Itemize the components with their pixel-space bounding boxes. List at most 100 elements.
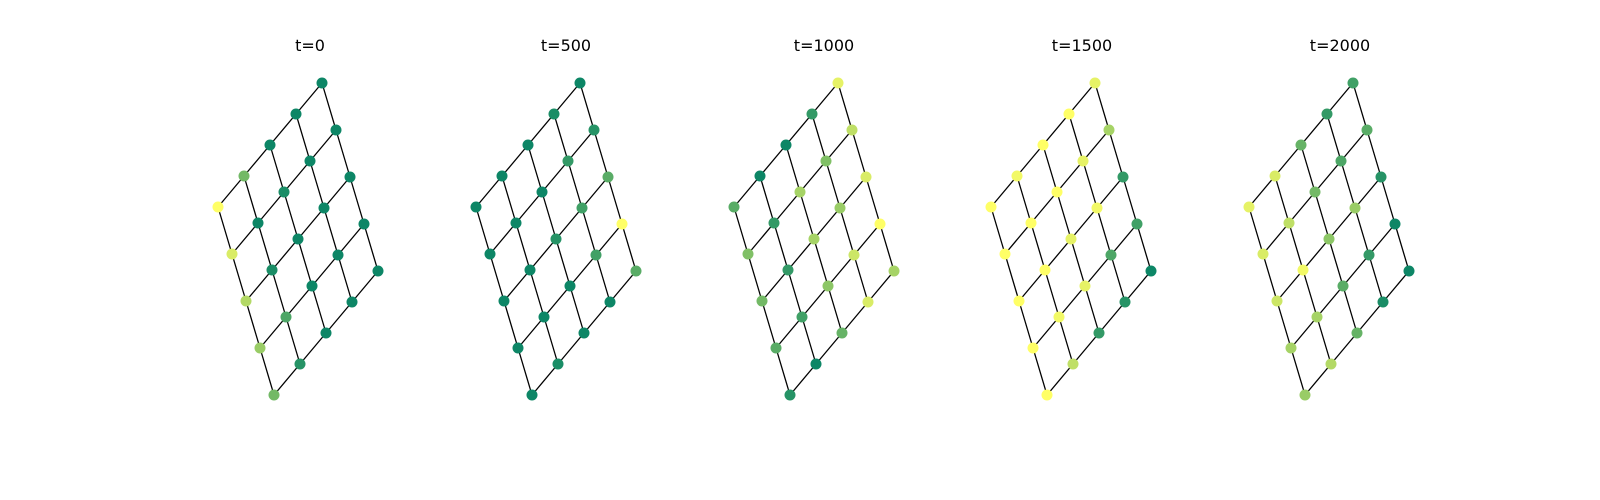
graph-node — [794, 186, 806, 198]
grid-edge — [593, 129, 609, 178]
graph-node — [1377, 296, 1389, 308]
grid-edge — [1354, 176, 1382, 209]
grid-edge — [269, 113, 297, 146]
grid-edge — [1004, 222, 1032, 255]
graph-node — [1299, 389, 1311, 401]
grid-edge — [489, 253, 505, 302]
grid-edge — [295, 113, 311, 162]
graph-node — [1349, 202, 1361, 214]
graph-node — [358, 218, 370, 230]
graph-node — [552, 358, 564, 370]
grid-edge — [351, 270, 379, 303]
grid-edge — [839, 176, 867, 209]
panel-title: t=0 — [295, 36, 325, 55]
grid-edge — [1314, 160, 1342, 193]
grid-edge — [1032, 316, 1060, 349]
graph-node — [1337, 280, 1349, 292]
graph-node — [780, 139, 792, 151]
grid-edge — [217, 206, 233, 255]
panel-title: t=2000 — [1310, 36, 1370, 55]
grid-edge — [1262, 222, 1290, 255]
grid-edge — [1356, 301, 1384, 334]
graph-node — [756, 295, 768, 307]
graph-node — [588, 124, 600, 136]
graph-node — [834, 202, 846, 214]
grid-edge — [1382, 270, 1410, 303]
grid-edge — [1030, 222, 1046, 271]
grid-edge — [1326, 82, 1354, 115]
grid-edge — [1046, 363, 1074, 396]
grid-edge — [259, 316, 287, 349]
graph-node — [306, 280, 318, 292]
graph-node — [268, 389, 280, 401]
grid-edge — [851, 129, 867, 178]
graph-node — [810, 358, 822, 370]
graph-node — [1389, 218, 1401, 230]
graph-node — [728, 201, 740, 213]
grid-edge — [1082, 129, 1110, 162]
grid-edge — [243, 144, 271, 177]
grid-edge — [867, 270, 895, 303]
grid-edge — [811, 82, 839, 115]
grid-edge — [1032, 347, 1048, 396]
graph-node — [630, 265, 642, 277]
panel-title: t=1000 — [794, 36, 854, 55]
grid-edge — [295, 82, 323, 115]
grid-edge — [1342, 254, 1370, 287]
panel-t0: t=0 — [212, 36, 384, 401]
grid-edge — [231, 222, 259, 255]
grid-edge — [1326, 113, 1342, 162]
grid-edge — [1018, 300, 1034, 349]
grid-edge — [1394, 223, 1410, 272]
grid-edge — [257, 191, 285, 224]
grid-edge — [747, 253, 763, 302]
grid-edge — [1276, 300, 1292, 349]
grid-edge — [813, 207, 841, 240]
panel-t2000: t=2000 — [1243, 36, 1415, 401]
grid-edge — [259, 347, 275, 396]
grid-edge — [1042, 144, 1058, 193]
grid-edge — [733, 206, 749, 255]
panel-title: t=500 — [541, 36, 591, 55]
grid-edge — [1340, 160, 1356, 209]
graph-node — [344, 171, 356, 183]
grid-edge — [853, 254, 869, 303]
grid-edge — [1056, 160, 1084, 193]
grid-edge — [773, 191, 801, 224]
grid-edge — [1068, 82, 1096, 115]
grid-edge — [787, 269, 803, 318]
grid-edge — [271, 269, 287, 318]
grid-edge — [311, 254, 339, 287]
graph-node — [836, 327, 848, 339]
grid-edge — [1058, 285, 1086, 318]
grid-edge — [801, 316, 817, 365]
grid-edge — [1096, 207, 1112, 256]
graph-node — [1283, 217, 1295, 229]
graph-node — [848, 249, 860, 261]
graph-node — [1361, 124, 1373, 136]
grid-edge — [257, 222, 273, 271]
grid-edge — [879, 223, 895, 272]
graph-node — [782, 264, 794, 276]
grid-edge — [321, 82, 337, 131]
graph-node — [576, 202, 588, 214]
graph-node — [590, 249, 602, 261]
panel-t1500: t=1500 — [985, 36, 1157, 401]
graph-node — [770, 342, 782, 354]
graph-node — [1325, 358, 1337, 370]
grid-edge — [517, 347, 533, 396]
graph-node — [538, 311, 550, 323]
graph-node — [1375, 171, 1387, 183]
grid-edge — [285, 316, 301, 365]
graph-node — [1297, 264, 1309, 276]
grid-edge — [1302, 269, 1318, 318]
graph-node — [278, 186, 290, 198]
grid-edge — [825, 129, 853, 162]
grid-edge — [1016, 175, 1032, 224]
grid-edge — [1110, 223, 1138, 256]
grid-edge — [1124, 270, 1152, 303]
grid-edge — [775, 347, 791, 396]
graph-node — [1351, 327, 1363, 339]
grid-edge — [1018, 269, 1046, 302]
grid-edge — [1316, 285, 1344, 318]
